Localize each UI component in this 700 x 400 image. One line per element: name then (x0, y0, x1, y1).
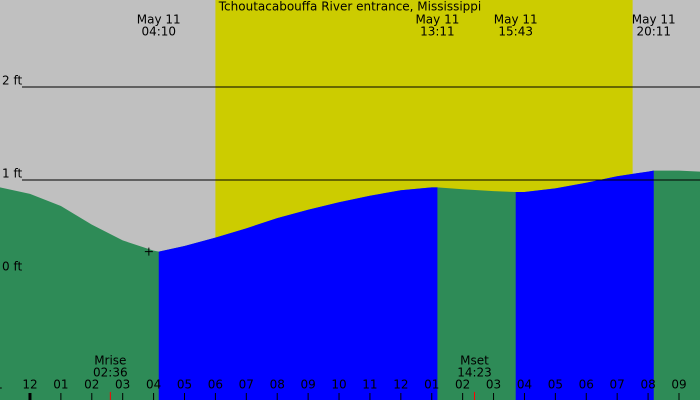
rising-tide-area (158, 187, 438, 400)
x-tick-label: 04 (517, 378, 532, 392)
x-tick-label: 11 (362, 378, 377, 392)
event-time: 04:10 (141, 25, 176, 39)
x-tick-label: 09 (671, 378, 686, 392)
event-date: May 11 (415, 13, 459, 27)
x-tick-label: 01 (424, 378, 439, 392)
x-tick-label: 02 (84, 378, 99, 392)
y-tick-label: 1 ft (2, 166, 22, 180)
event-time: 13:11 (420, 25, 455, 39)
moon-time: 02:36 (93, 366, 128, 380)
low-tide-marker (144, 247, 153, 256)
x-tick-label: 06 (579, 378, 594, 392)
x-tick-label: 05 (548, 378, 563, 392)
y-tick-label: 0 ft (2, 259, 22, 273)
x-tick-label: 12 (22, 378, 37, 392)
event-time: 20:11 (636, 25, 671, 39)
x-tick-label: 02 (455, 378, 470, 392)
event-date: May 11 (494, 13, 538, 27)
moon-time: 14:23 (457, 366, 492, 380)
x-tick-label: 01 (53, 378, 68, 392)
y-tick-label: 2 ft (2, 73, 22, 87)
moon-label: Mset (460, 354, 489, 368)
event-time: 15:43 (498, 25, 533, 39)
x-tick-label: 03 (115, 378, 130, 392)
chart-title: Tchoutacabouffa River entrance, Mississi… (218, 0, 481, 14)
moon-label: Mrise (94, 354, 126, 368)
x-tick-label: 08 (640, 378, 655, 392)
event-date: May 11 (137, 13, 181, 27)
x-tick-label: 09 (300, 378, 315, 392)
x-tick-label: 05 (177, 378, 192, 392)
x-tick-label: 1 (0, 378, 3, 392)
x-tick-label: 07 (610, 378, 625, 392)
x-tick-label: 06 (208, 378, 223, 392)
x-tick-label: 03 (486, 378, 501, 392)
event-date: May 11 (632, 13, 676, 27)
x-tick-label: 10 (331, 378, 346, 392)
x-tick-label: 04 (146, 378, 161, 392)
rising-tide-area (515, 170, 654, 400)
x-tick-label: 08 (270, 378, 285, 392)
x-tick-label: 12 (393, 378, 408, 392)
x-tick-label: 07 (239, 378, 254, 392)
